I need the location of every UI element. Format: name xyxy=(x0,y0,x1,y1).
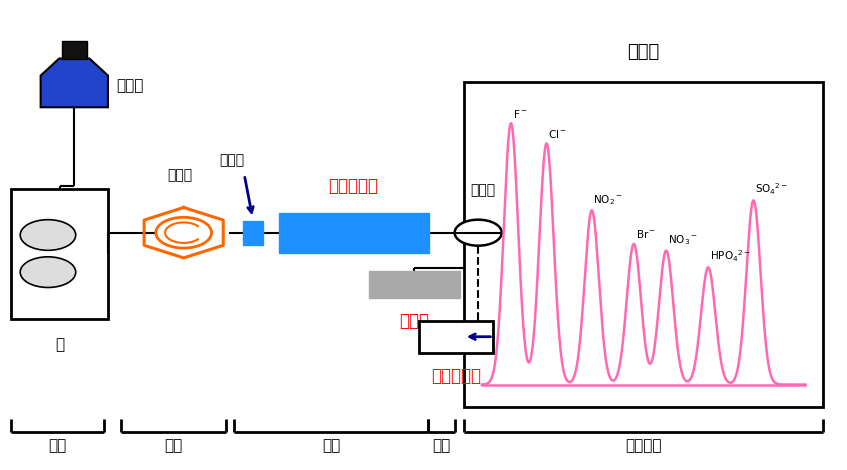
Text: 流动相: 流动相 xyxy=(116,78,144,93)
Bar xyxy=(464,82,823,407)
Text: NO$_2$$^-$: NO$_2$$^-$ xyxy=(594,193,623,207)
Text: 泵: 泵 xyxy=(55,337,64,352)
Text: HPO$_4$$^{2-}$: HPO$_4$$^{2-}$ xyxy=(710,248,750,264)
Text: 检测: 检测 xyxy=(433,438,451,453)
Text: F$^-$: F$^-$ xyxy=(512,108,528,119)
Polygon shape xyxy=(41,58,108,107)
Bar xyxy=(419,321,493,352)
Circle shape xyxy=(20,257,75,288)
Circle shape xyxy=(156,217,212,248)
Text: 色谱图: 色谱图 xyxy=(628,43,660,61)
Text: 检测池: 检测池 xyxy=(470,183,495,197)
Polygon shape xyxy=(62,41,87,58)
Text: 进样器: 进样器 xyxy=(167,168,192,182)
Text: 分离: 分离 xyxy=(322,438,340,453)
Text: NO$_3$$^-$: NO$_3$$^-$ xyxy=(667,233,698,247)
Text: 抑制器: 抑制器 xyxy=(399,312,429,329)
Text: 数据记录: 数据记录 xyxy=(625,438,662,453)
Text: 保护柱: 保护柱 xyxy=(219,154,244,168)
Text: 进样: 进样 xyxy=(164,438,182,453)
Bar xyxy=(279,213,429,253)
Bar xyxy=(11,188,108,319)
Text: Cl$^-$: Cl$^-$ xyxy=(548,128,567,140)
Circle shape xyxy=(455,219,501,246)
Text: 电导检测器: 电导检测器 xyxy=(431,368,481,385)
Text: 离子色谱柱: 离子色谱柱 xyxy=(329,177,379,195)
Bar xyxy=(368,271,460,298)
Circle shape xyxy=(20,219,75,251)
Text: 输液: 输液 xyxy=(48,438,67,453)
Bar xyxy=(242,220,263,245)
Text: SO$_4$$^{2-}$: SO$_4$$^{2-}$ xyxy=(756,181,789,196)
Text: Br$^-$: Br$^-$ xyxy=(635,228,656,240)
